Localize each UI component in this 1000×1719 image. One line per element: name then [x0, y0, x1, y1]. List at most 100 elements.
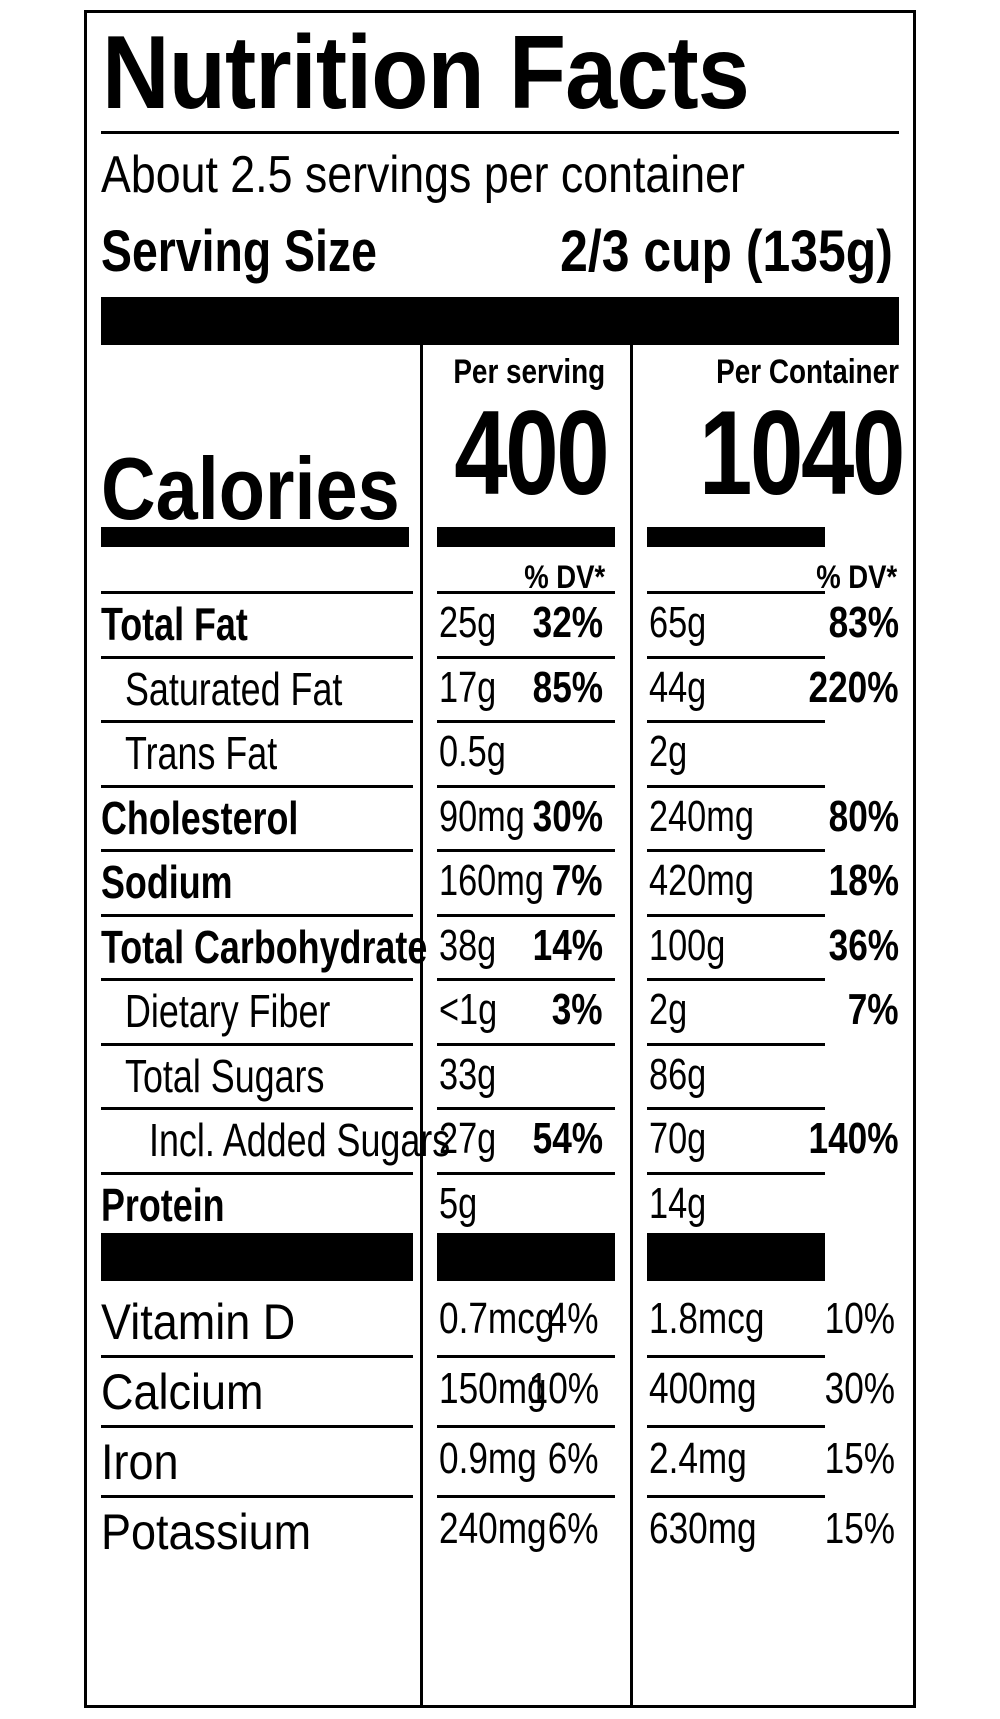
container-amount: 400mg — [649, 1364, 757, 1413]
nutrient-name: Total Fat — [101, 598, 248, 650]
container-dv: 15% — [824, 1434, 895, 1483]
vitamin-bar-left — [101, 1233, 413, 1281]
nutrient-name: Trans Fat — [125, 727, 278, 779]
row-divider — [647, 978, 825, 981]
calories-per-serving: 400 — [454, 386, 609, 520]
container-amount: 1.8mcg — [649, 1294, 765, 1343]
nutrient-name: Incl. Added Sugars — [149, 1114, 451, 1166]
row-divider — [101, 849, 413, 852]
calories-bar-left — [101, 527, 409, 547]
row-divider — [101, 1495, 413, 1498]
container-dv: 36% — [828, 920, 899, 970]
calories-bar-serving — [437, 527, 615, 547]
serving-dv: 14% — [532, 920, 603, 970]
serving-amount: 0.5g — [439, 727, 506, 776]
calories-bar-container — [647, 527, 825, 547]
vitamin-name: Vitamin D — [101, 1294, 296, 1350]
calories-per-container: 1040 — [699, 386, 905, 520]
container-dv: 83% — [828, 598, 899, 647]
nutrient-name: Total Sugars — [125, 1049, 325, 1102]
serving-dv: 85% — [532, 662, 603, 712]
serving-amount: 240mg — [439, 1504, 547, 1553]
serving-dv: 3% — [552, 985, 603, 1034]
row-divider — [101, 784, 413, 788]
container-amount: 44g — [649, 662, 707, 712]
serving-dv: 30% — [532, 791, 603, 841]
row-divider — [647, 1107, 825, 1110]
nutrient-name: Cholesterol — [101, 791, 299, 844]
nutrient-name: Dietary Fiber — [125, 985, 331, 1037]
serving-dv: 6% — [548, 1504, 599, 1553]
nutrient-name: Total Carbohydrate — [101, 920, 428, 973]
nutrient-name: Saturated Fat — [125, 662, 343, 715]
serving-dv: 7% — [552, 856, 603, 905]
row-divider — [647, 720, 825, 723]
row-divider — [437, 849, 615, 852]
nutrient-name: Sodium — [101, 856, 233, 908]
row-divider — [437, 1425, 615, 1428]
column-divider-container — [630, 345, 633, 1705]
container-amount: 420mg — [649, 856, 754, 905]
container-dv: 140% — [808, 1114, 899, 1163]
dv-header-serving: % DV* — [523, 559, 605, 595]
calories-label: Calories — [101, 439, 400, 538]
row-divider — [647, 655, 825, 659]
row-divider — [647, 784, 825, 788]
row-divider — [647, 591, 825, 594]
container-dv: 80% — [828, 791, 899, 841]
serving-amount: 160mg — [439, 856, 544, 905]
row-divider — [101, 913, 413, 917]
row-divider — [437, 1495, 615, 1498]
container-amount: 65g — [649, 598, 707, 647]
per-serving-header: Per serving — [453, 353, 605, 391]
serving-amount: 90mg — [439, 791, 525, 841]
serving-amount: 25g — [439, 598, 497, 647]
row-divider — [647, 1042, 825, 1046]
serving-size-label: Serving Size — [101, 219, 377, 284]
serving-amount: 5g — [439, 1178, 478, 1228]
label-title: Nutrition Facts — [102, 15, 750, 131]
container-dv: 10% — [824, 1294, 895, 1343]
row-divider — [101, 655, 413, 659]
container-amount: 100g — [649, 920, 726, 970]
nutrition-facts-label: Nutrition Facts About 2.5 servings per c… — [84, 10, 916, 1708]
row-divider — [437, 978, 615, 981]
serving-size-value: 2/3 cup (135g) — [560, 219, 893, 284]
row-divider — [101, 1107, 413, 1110]
per-container-header: Per Container — [716, 353, 899, 391]
container-dv: 18% — [828, 856, 899, 905]
container-amount: 70g — [649, 1114, 707, 1163]
row-divider — [101, 978, 413, 981]
serving-dv: 6% — [548, 1434, 599, 1483]
row-divider — [437, 1042, 615, 1046]
row-divider — [437, 913, 615, 917]
container-amount: 2g — [649, 985, 688, 1034]
row-divider — [437, 591, 615, 594]
servings-per-container: About 2.5 servings per container — [101, 146, 745, 204]
serving-amount: 150mg — [439, 1364, 547, 1413]
container-amount: 14g — [649, 1178, 707, 1228]
vitamin-bar-serving — [437, 1233, 615, 1281]
row-divider — [101, 1355, 413, 1358]
row-divider — [437, 1107, 615, 1110]
serving-amount: 0.7mcg — [439, 1294, 555, 1343]
container-dv: 15% — [824, 1504, 895, 1553]
serving-amount: 27g — [439, 1114, 497, 1163]
row-divider — [437, 655, 615, 659]
container-amount: 2g — [649, 727, 688, 776]
container-dv: 7% — [848, 985, 899, 1034]
row-divider — [101, 1425, 413, 1428]
vitamin-name: Potassium — [101, 1504, 312, 1560]
row-divider — [647, 913, 825, 917]
serving-dv: 32% — [532, 598, 603, 647]
serving-amount: 33g — [439, 1049, 497, 1099]
row-divider — [437, 1171, 615, 1175]
row-divider — [647, 1425, 825, 1428]
container-amount: 630mg — [649, 1504, 757, 1553]
row-divider — [647, 1171, 825, 1175]
row-divider — [647, 1355, 825, 1358]
vitamin-name: Calcium — [101, 1364, 264, 1420]
row-divider — [437, 720, 615, 723]
serving-amount: 38g — [439, 920, 497, 970]
nutrient-name: Protein — [101, 1178, 225, 1231]
